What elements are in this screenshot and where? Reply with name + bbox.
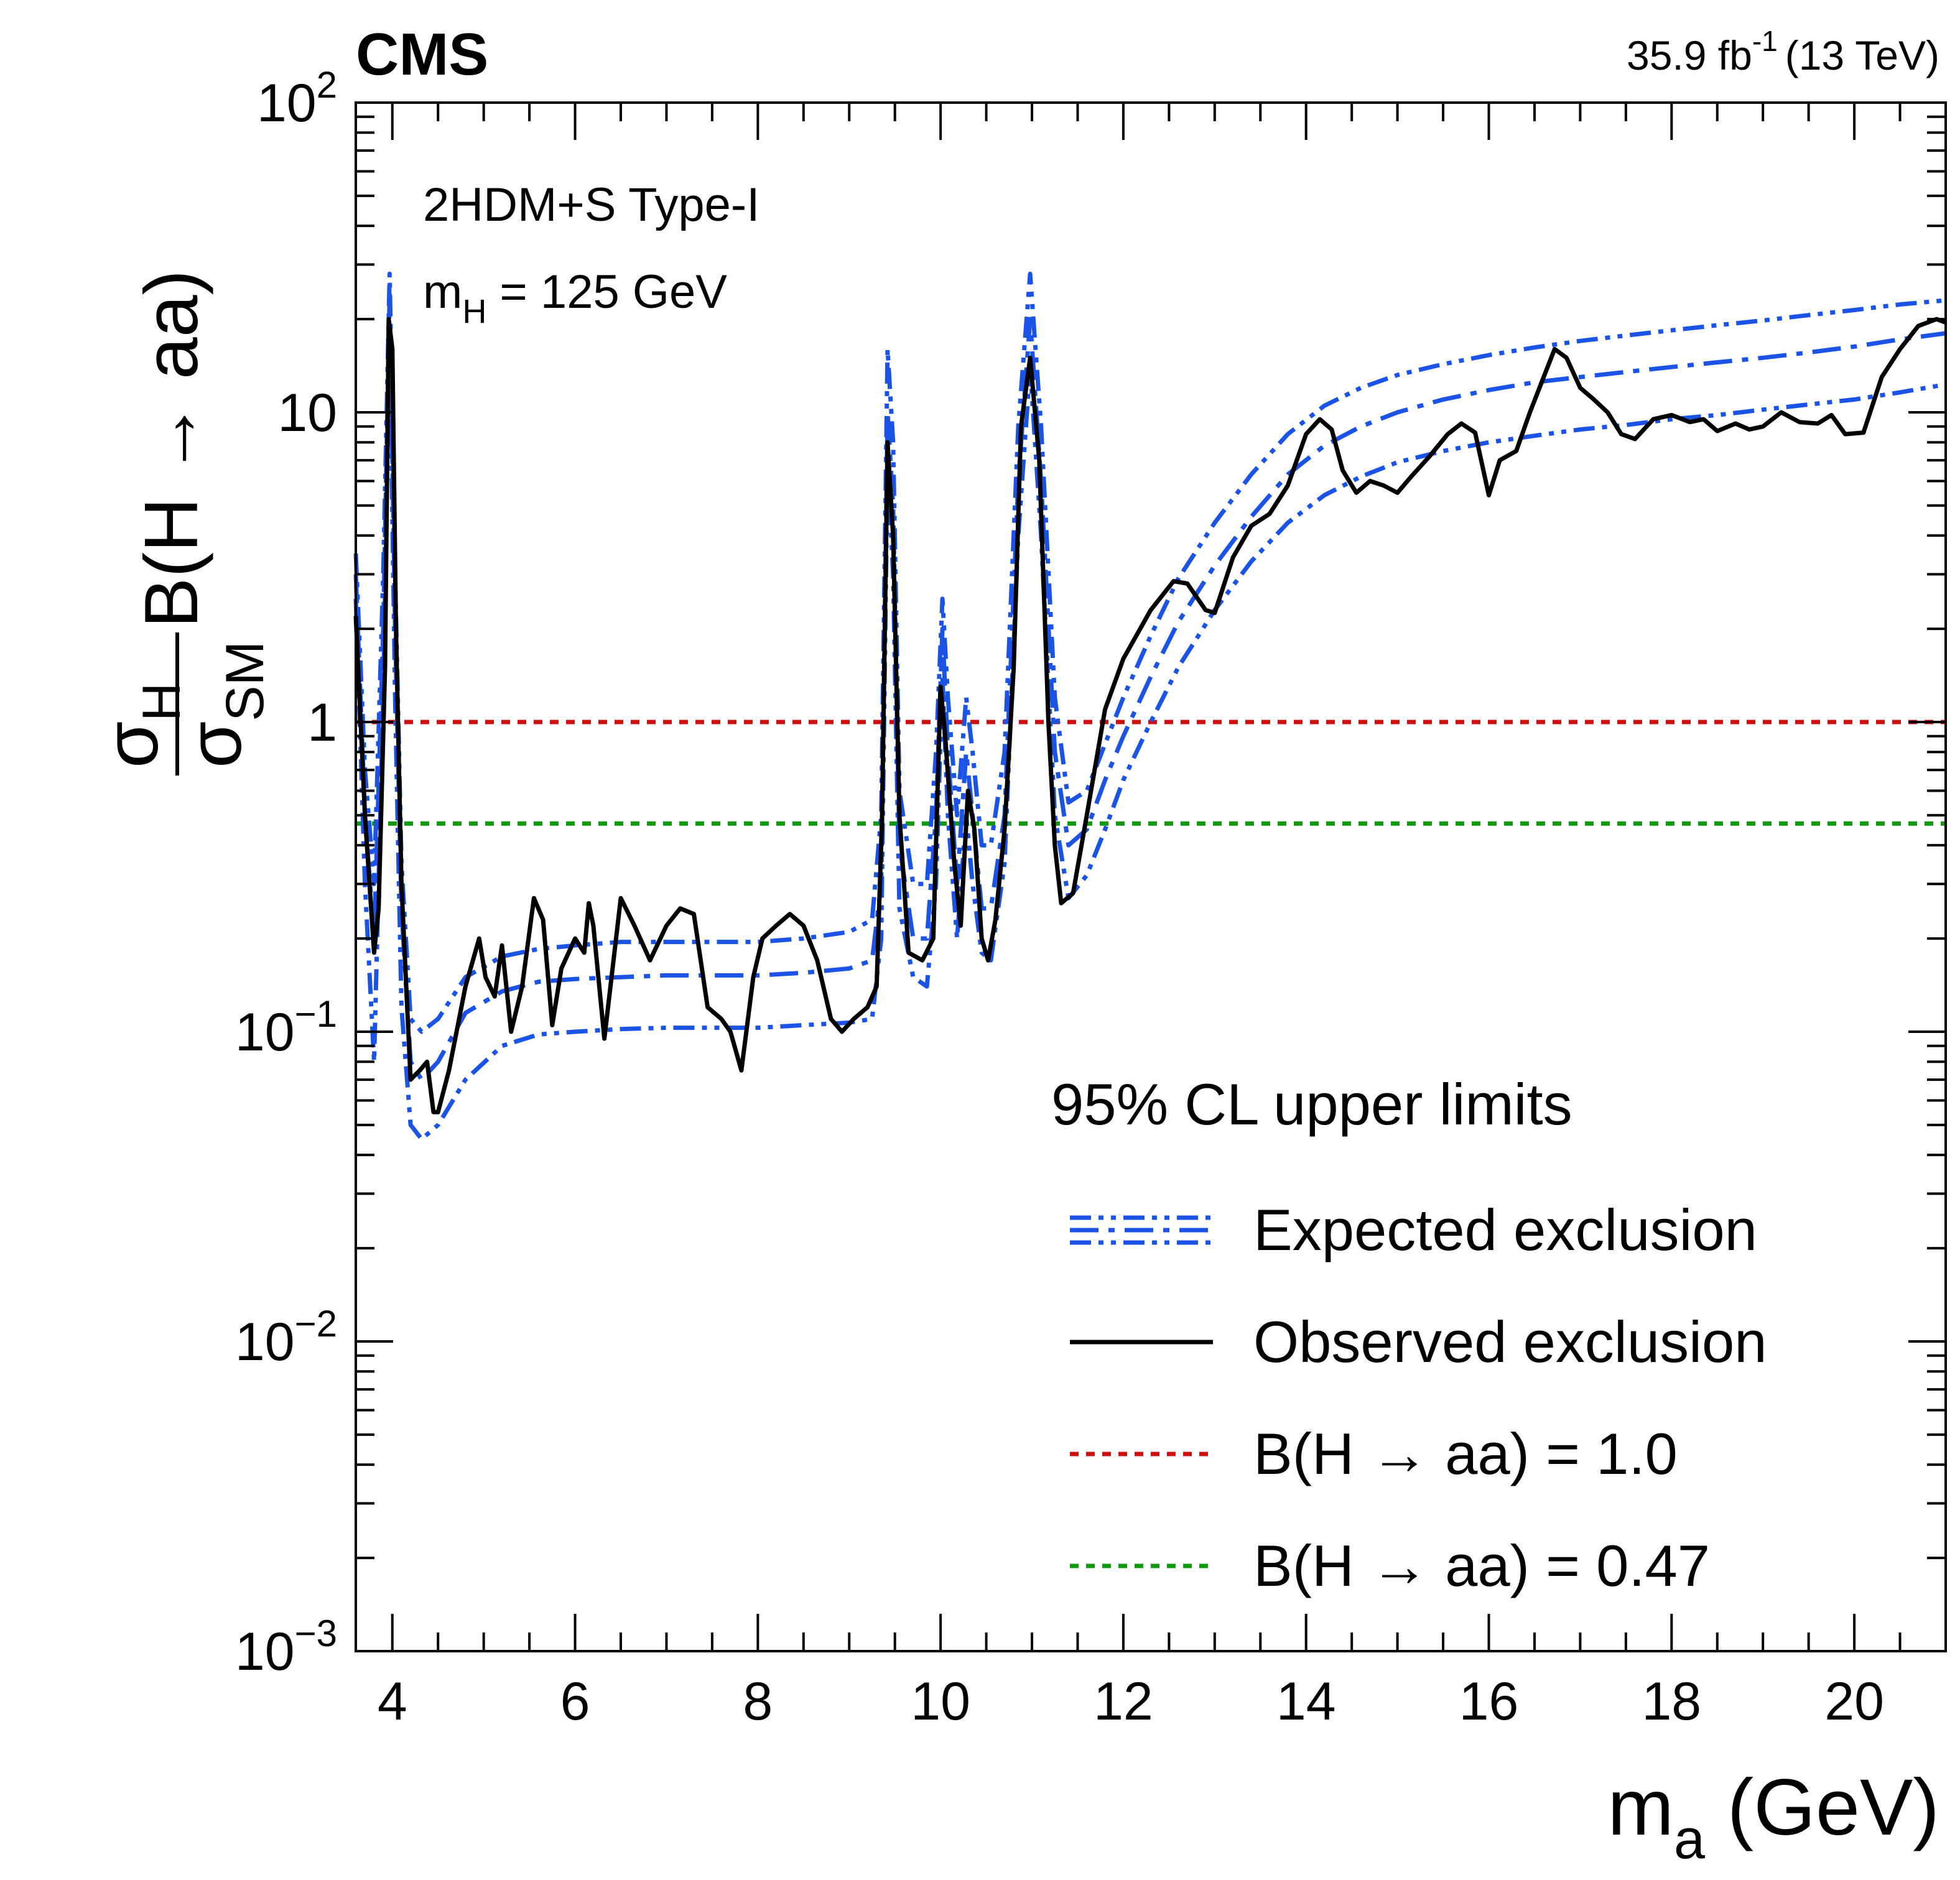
y-axis-sigma-h-sub: H: [132, 683, 192, 721]
x-tick-label: 4: [378, 1672, 407, 1731]
y-tick-exponent: −1: [295, 993, 337, 1035]
y-tick-base: 10: [235, 1003, 295, 1062]
y-axis-denominator: σSM: [172, 641, 275, 768]
y-tick-base: 1: [307, 693, 337, 752]
y-tick-label: 10−2: [235, 1303, 337, 1372]
reference-lines: [356, 720, 1946, 826]
y-axis-numerator: σH: [89, 683, 192, 768]
y-tick-label: 10−3: [235, 1613, 337, 1682]
plot-frame: [355, 101, 1947, 1652]
x-tick-label: 14: [1276, 1672, 1336, 1731]
x-axis-unit: (GeV): [1705, 1763, 1939, 1852]
higgs-mass-subscript: H: [462, 293, 486, 330]
luminosity-label: 35.9 fb-1 (13 TeV): [1627, 25, 1939, 78]
x-tick-label: 16: [1459, 1672, 1519, 1731]
luminosity-exponent: -1: [1752, 25, 1778, 57]
y-tick-label: 10: [277, 383, 337, 443]
x-tick-label: 12: [1094, 1672, 1153, 1731]
axis-ticks: [356, 103, 1947, 1652]
y-tick-base: 10: [235, 1622, 295, 1682]
y-tick-label: 102: [257, 64, 337, 133]
expected-median-curve: [353, 292, 1946, 1082]
observed-curve: [353, 317, 1947, 1114]
limit-curves: [353, 271, 1947, 1142]
luminosity-value: 35.9 fb: [1627, 32, 1752, 78]
legend-label: Observed exclusion: [1253, 1309, 1767, 1374]
legend-label: B(H → aa) = 1.0: [1253, 1421, 1678, 1486]
x-tick-label: 6: [560, 1672, 590, 1731]
x-axis-subscript: a: [1674, 1808, 1706, 1871]
x-tick-label: 8: [743, 1672, 773, 1731]
y-axis-sigma-h: σ: [89, 721, 174, 768]
model-label: 2HDM+S Type-I: [423, 178, 759, 231]
y-axis-label: σH σSM B(H → aa): [89, 270, 275, 776]
y-tick-exponent: 2: [317, 64, 337, 106]
y-axis-branching: B(H → aa): [129, 270, 213, 628]
y-tick-base: 10: [277, 383, 337, 443]
x-tick-label: 20: [1824, 1672, 1884, 1731]
experiment-label: CMS: [356, 21, 488, 88]
legend-label: Expected exclusion: [1253, 1197, 1757, 1262]
x-axis-label: ma (GeV): [1607, 1763, 1939, 1871]
x-axis-symbol: m: [1607, 1763, 1674, 1852]
legend-title: 95% CL upper limits: [1051, 1072, 1572, 1137]
y-tick-exponent: −3: [295, 1613, 337, 1654]
legend-label: B(H → aa) = 0.47: [1253, 1533, 1710, 1598]
legend: 95% CL upper limits Expected exclusion Ob…: [1051, 1072, 1767, 1598]
luminosity-energy: (13 TeV): [1785, 32, 1939, 78]
y-tick-exponent: −2: [295, 1303, 337, 1345]
y-tick-label: 10−1: [235, 993, 337, 1062]
y-tick-base: 10: [235, 1312, 295, 1372]
y-axis-sigma-sm: σ: [172, 721, 257, 768]
higgs-mass-label: mH = 125 GeV: [423, 266, 727, 330]
y-tick-base: 10: [257, 73, 317, 133]
expected-band-curve: [353, 331, 1946, 1142]
y-axis-sigma-sm-sub: SM: [215, 641, 275, 721]
x-tick-label: 18: [1642, 1672, 1701, 1731]
y-tick-label: 1: [307, 693, 337, 752]
higgs-mass-symbol: m: [423, 266, 462, 318]
x-tick-label: 10: [911, 1672, 970, 1731]
higgs-mass-value: = 125 GeV: [486, 266, 727, 318]
